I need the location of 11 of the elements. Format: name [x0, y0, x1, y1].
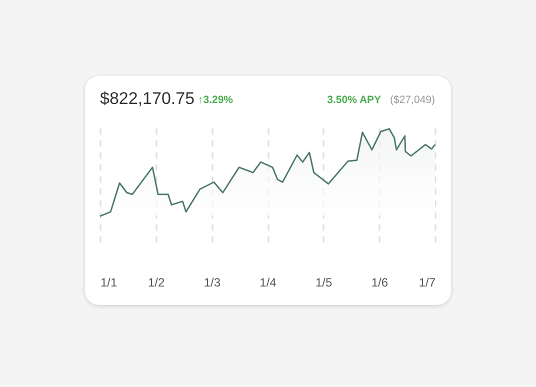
x-tick-label: 1/2 [148, 276, 165, 290]
x-tick-label: 1/5 [315, 276, 332, 290]
chart-subtitle: ↑3.29% [198, 94, 234, 106]
chart-title: $822,170.75 [100, 89, 195, 109]
x-tick-label: 1/3 [204, 276, 221, 290]
x-tick-label: 1/6 [371, 276, 388, 290]
text: 3.50% APY [327, 94, 382, 106]
x-tick-label: 1/1 [100, 276, 118, 290]
x-tick-label: 1/7 [418, 276, 436, 290]
text: ($27,049) [390, 94, 435, 106]
x-tick-label: 1/4 [260, 276, 277, 290]
